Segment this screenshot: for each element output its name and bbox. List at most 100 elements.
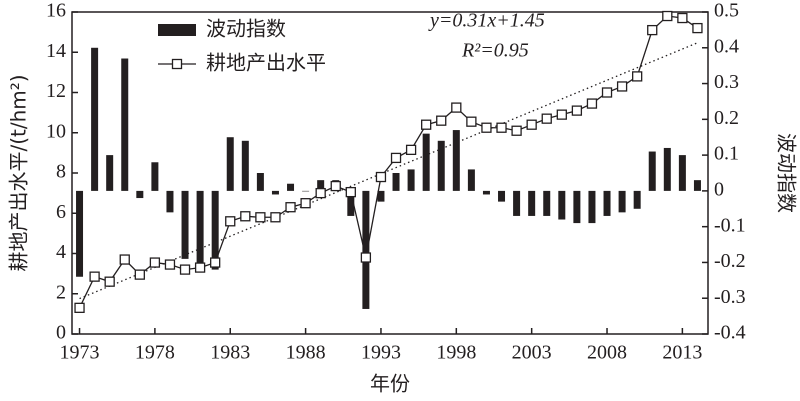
y-tick-label: 0 [56, 322, 66, 344]
bar [76, 190, 84, 277]
legend-label: 波动指数 [206, 17, 286, 41]
marker [179, 264, 191, 275]
bar [558, 190, 566, 220]
marker [556, 109, 567, 120]
y-tick-label: 16 [46, 0, 66, 22]
bar [573, 190, 581, 224]
y-tick-label: 12 [46, 80, 66, 102]
marker [601, 87, 613, 98]
bar [136, 190, 144, 199]
marker [586, 98, 598, 109]
y2-tick-label: 0.2 [714, 107, 739, 129]
marker [194, 262, 206, 273]
marker [285, 202, 296, 213]
y-tick-label: 2 [56, 281, 66, 303]
marker [240, 211, 251, 222]
trend-equation: y=0.31x+1.45 [428, 10, 545, 32]
bar [663, 147, 671, 191]
bar [678, 155, 686, 191]
bar [121, 58, 129, 191]
marker [451, 102, 462, 113]
bar [467, 169, 475, 191]
marker [496, 122, 507, 133]
marker [616, 81, 628, 92]
y-axis-label: 耕地产出水平/(t/hm²) [7, 74, 31, 271]
bar [317, 180, 325, 191]
marker [436, 115, 447, 126]
legend-swatch [158, 24, 196, 36]
marker [405, 144, 417, 156]
bar [498, 190, 506, 202]
x-tick-label: 2008 [587, 342, 627, 364]
bar [151, 162, 159, 191]
bar [543, 190, 551, 216]
x-tick-label: 1993 [361, 342, 401, 364]
bar [513, 190, 521, 216]
x-tick-label: 1998 [436, 342, 476, 364]
y2-tick-label: -0.4 [714, 322, 746, 344]
legend-swatch [171, 58, 183, 70]
x-tick-label: 2003 [512, 342, 552, 364]
marker [662, 10, 673, 22]
y-tick-label: 6 [56, 201, 66, 223]
x-axis-label: 年份 [370, 372, 410, 396]
y-tick-label: 10 [46, 120, 66, 142]
bar [91, 47, 99, 191]
y2-tick-label: -0.1 [714, 214, 746, 236]
marker [677, 12, 688, 24]
bar [166, 190, 174, 213]
y-tick-label: 4 [56, 241, 66, 263]
bar [347, 190, 355, 216]
y2-axis-label: 波动指数 [775, 133, 799, 213]
trend-line [79, 42, 698, 300]
y-tick-label: 14 [46, 40, 66, 62]
bar [377, 190, 385, 202]
bar [392, 173, 400, 191]
marker [421, 119, 432, 130]
bar [181, 190, 189, 259]
marker [541, 113, 552, 124]
marker [210, 257, 221, 268]
marker [692, 22, 703, 34]
bar [256, 173, 264, 191]
marker [74, 302, 85, 313]
bar [452, 130, 460, 191]
plot-frame [71, 11, 709, 335]
marker [571, 105, 583, 116]
bar [528, 190, 536, 216]
bar [271, 190, 279, 195]
marker [300, 198, 311, 209]
x-tick-label: 1973 [60, 342, 100, 364]
marker [526, 119, 537, 130]
marker [134, 269, 145, 280]
legend-label: 耕地产出水平 [206, 51, 326, 75]
x-tick-label: 1983 [210, 342, 250, 364]
marker [345, 186, 356, 198]
bar [241, 140, 249, 191]
bar [618, 190, 626, 213]
marker [164, 259, 176, 270]
y2-tick-label: -0.2 [714, 250, 746, 272]
bar [633, 190, 641, 209]
x-tick-label: 2013 [662, 342, 702, 364]
x-tick-label: 1988 [286, 342, 326, 364]
bar [362, 190, 370, 309]
bar [693, 180, 701, 191]
marker [481, 122, 492, 133]
bar [302, 190, 310, 192]
marker [375, 171, 387, 183]
marker [330, 180, 341, 192]
marker [647, 24, 658, 36]
marker [360, 252, 372, 263]
y2-tick-label: -0.3 [714, 286, 746, 308]
marker [225, 216, 236, 227]
bar [422, 133, 430, 191]
marker [270, 212, 281, 223]
trend-r2: R²=0.95 [461, 40, 529, 62]
bar [211, 190, 219, 270]
y2-tick-label: 0.3 [714, 71, 739, 93]
y2-tick-label: 0.5 [714, 0, 739, 22]
y2-tick-label: 0 [714, 178, 724, 200]
bar [287, 183, 295, 191]
